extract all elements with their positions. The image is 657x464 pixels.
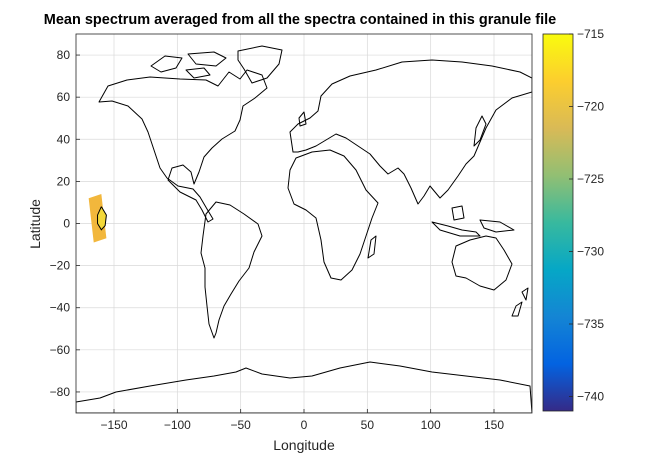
colorbar-ticks: −715 −720 −725 −730 −735 −740 bbox=[569, 27, 604, 404]
coastline-south-america bbox=[200, 201, 263, 339]
x-axis-ticks: −150 −100 −50 0 50 100 150 bbox=[100, 409, 504, 432]
y-tick-label: −40 bbox=[50, 301, 71, 315]
world-map bbox=[76, 45, 532, 413]
y-tick-label: −60 bbox=[50, 343, 71, 357]
colorbar-tick-label: −725 bbox=[577, 172, 604, 186]
y-tick-label: −20 bbox=[50, 259, 71, 273]
x-tick-label: 100 bbox=[421, 418, 441, 432]
coastline-eurasia bbox=[289, 59, 532, 205]
coastline-arctic-islands bbox=[150, 51, 227, 79]
y-axis-label: Latitude bbox=[27, 199, 43, 249]
coastline-uk bbox=[298, 111, 307, 127]
x-tick-label: −50 bbox=[230, 418, 251, 432]
y-tick-label: 40 bbox=[57, 132, 71, 146]
x-tick-label: 50 bbox=[361, 418, 375, 432]
colorbar-tick-label: −740 bbox=[577, 390, 604, 404]
coastline-madagascar bbox=[367, 235, 377, 259]
swath-contour bbox=[97, 206, 107, 231]
x-tick-label: −150 bbox=[100, 418, 127, 432]
colorbar-tick-label: −715 bbox=[577, 27, 604, 41]
colorbar bbox=[542, 33, 574, 412]
coastline-africa bbox=[287, 149, 379, 281]
coastline-indonesia bbox=[431, 205, 515, 237]
colorbar-tick-label: −735 bbox=[577, 317, 604, 331]
y-tick-label: 20 bbox=[57, 174, 71, 188]
x-tick-label: 150 bbox=[484, 418, 504, 432]
coastline-new-zealand bbox=[511, 287, 529, 317]
coastline-greenland bbox=[237, 45, 283, 84]
y-tick-label: 60 bbox=[57, 90, 71, 104]
coastline-antarctica bbox=[76, 361, 532, 413]
x-axis-label: Longitude bbox=[273, 437, 335, 453]
y-tick-label: 0 bbox=[63, 217, 70, 231]
chart-title: Mean spectrum averaged from all the spec… bbox=[44, 12, 556, 28]
colorbar-tick-label: −720 bbox=[577, 100, 604, 114]
coastline-japan bbox=[473, 115, 487, 147]
coastline-north-america bbox=[98, 69, 268, 223]
colorbar-tick-label: −730 bbox=[577, 245, 604, 259]
y-tick-label: 80 bbox=[57, 48, 71, 62]
x-tick-label: 0 bbox=[301, 418, 308, 432]
x-tick-label: −100 bbox=[164, 418, 191, 432]
coastline-australia bbox=[451, 235, 513, 291]
grid-lines bbox=[76, 34, 532, 413]
y-tick-label: −80 bbox=[50, 385, 71, 399]
coastlines bbox=[76, 45, 532, 413]
y-axis-ticks: −80 −60 −40 −20 0 20 40 60 80 bbox=[50, 48, 80, 399]
